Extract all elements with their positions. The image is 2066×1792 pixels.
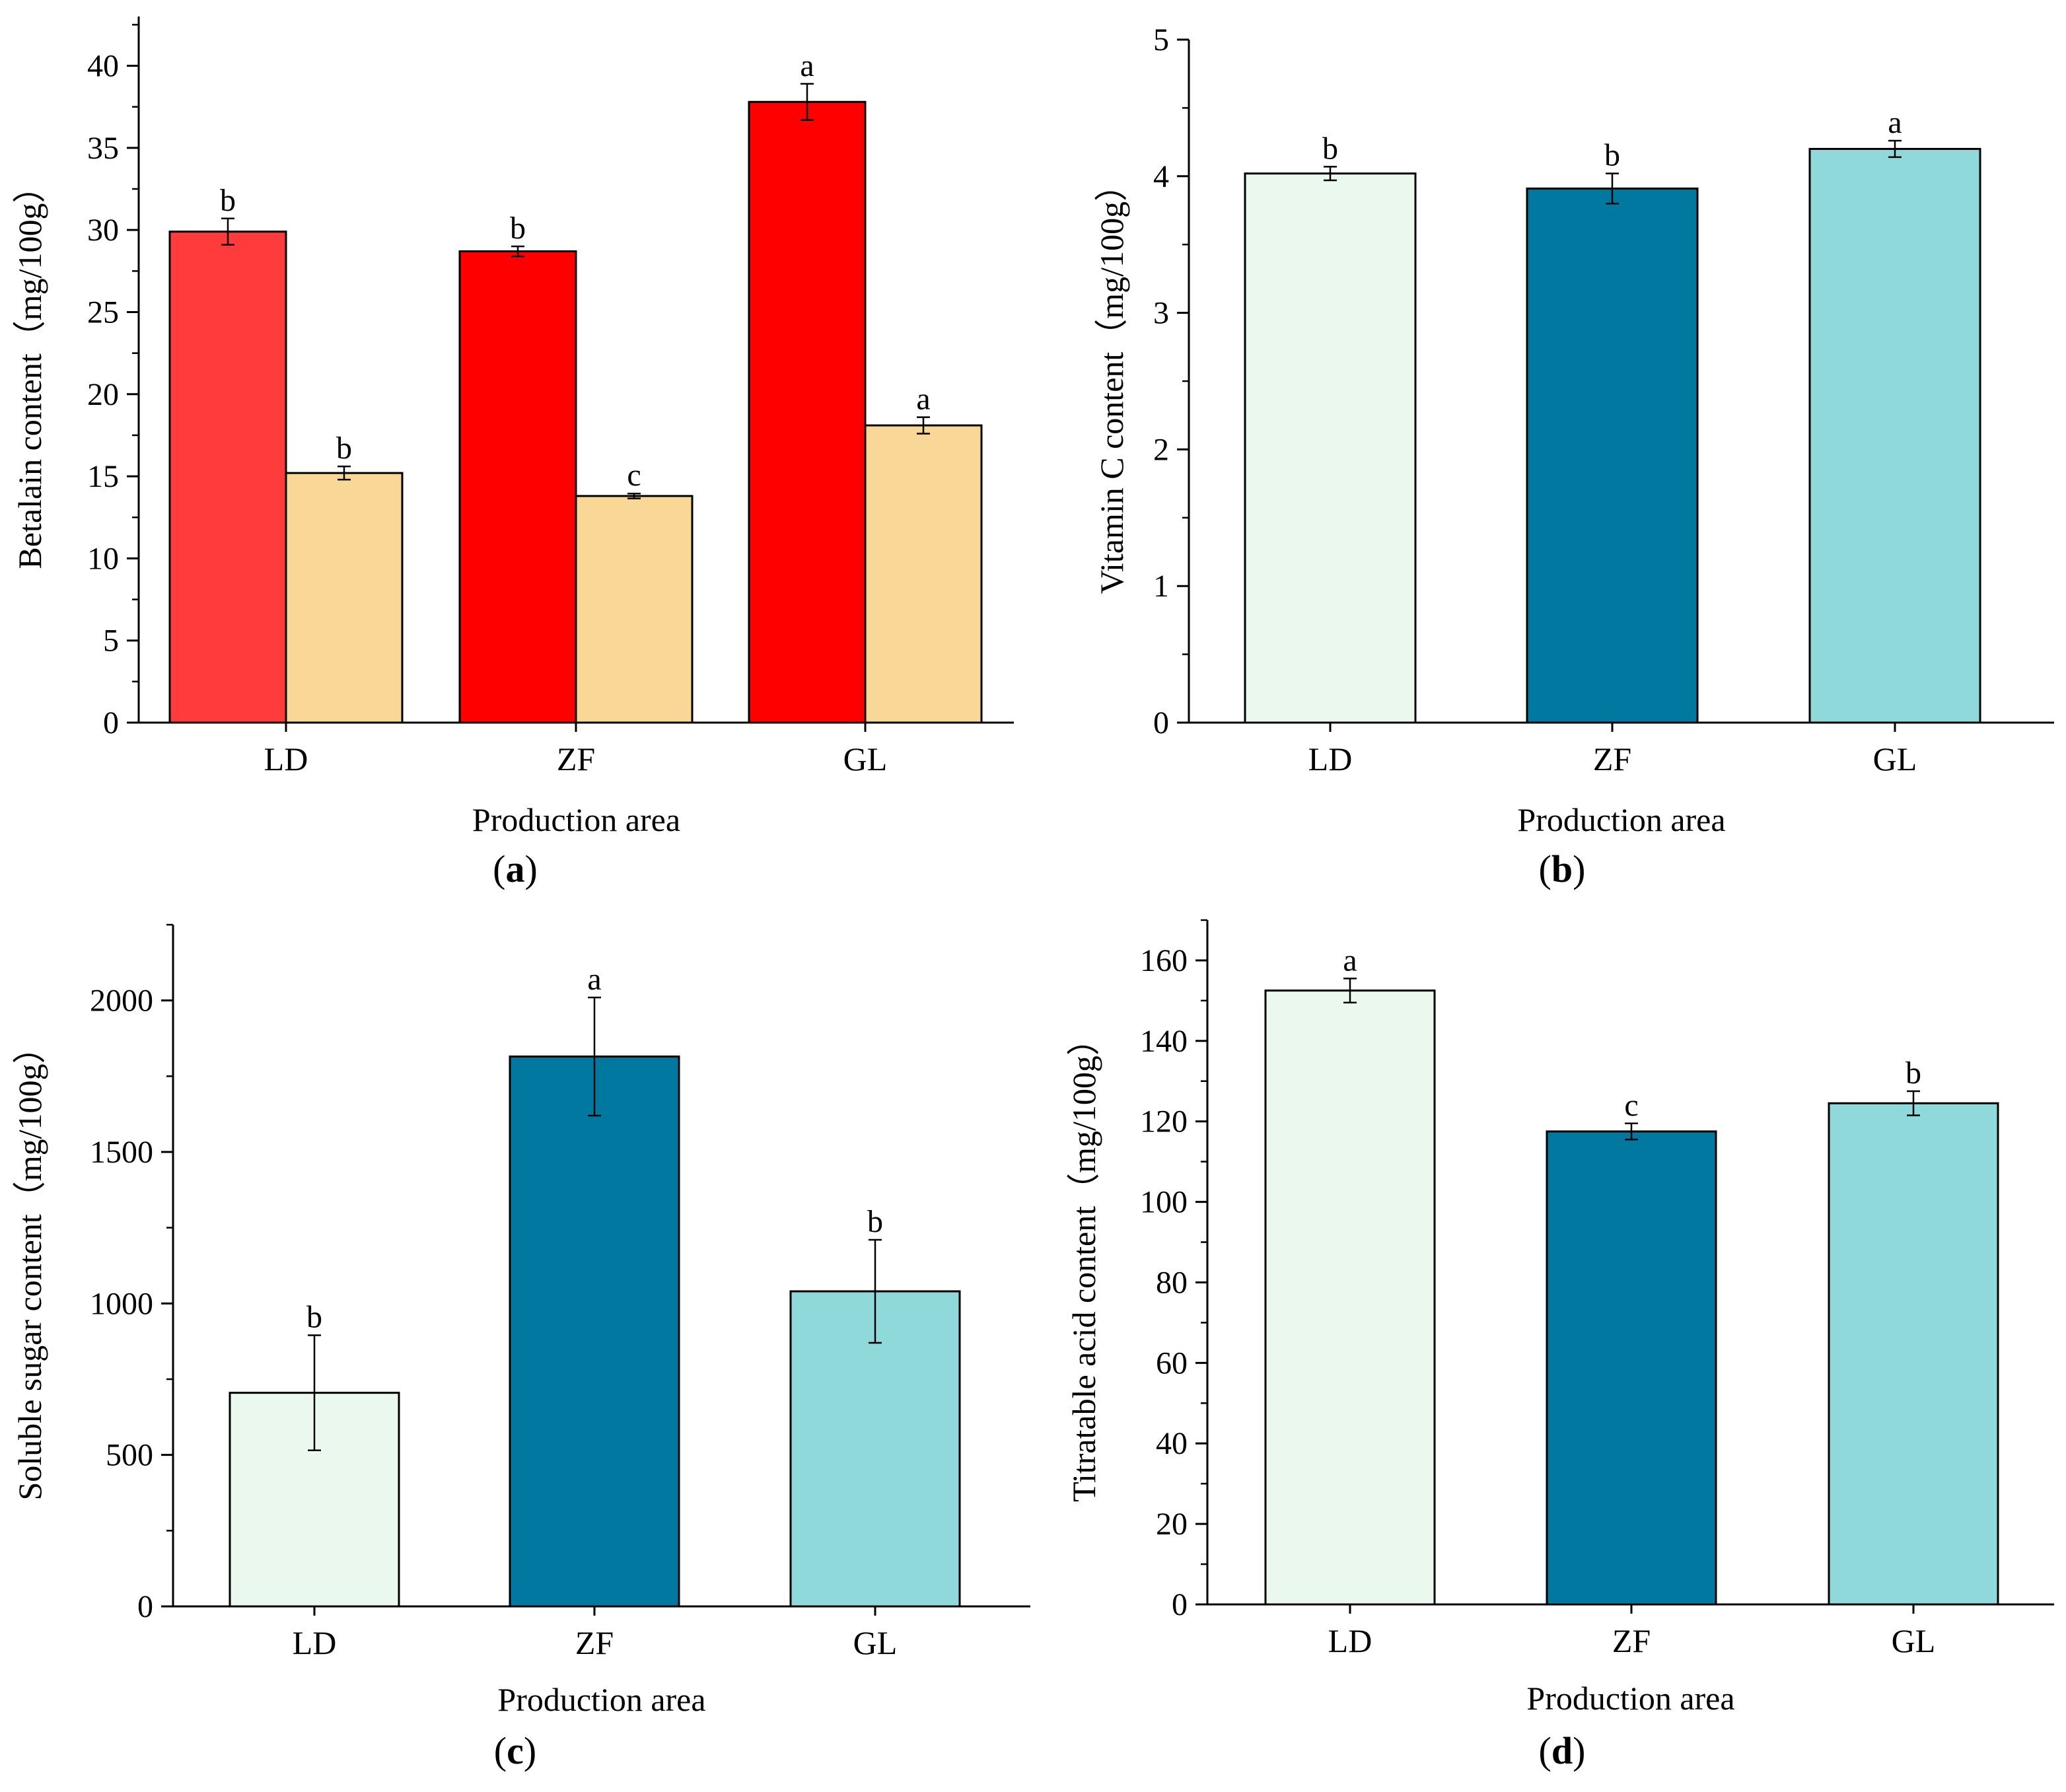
significance-letter-ld-series-1: a xyxy=(1343,943,1357,978)
bar-zf-series-1 xyxy=(458,250,577,724)
bar-ld-series-1 xyxy=(1244,172,1417,724)
y-tick-label: 1500 xyxy=(90,1135,153,1170)
bar-ld-series-2 xyxy=(285,472,404,724)
significance-letter-ld-series-1: b xyxy=(306,1299,322,1334)
y-tick-label: 5 xyxy=(103,624,119,659)
bar-zf-series-1 xyxy=(1546,1130,1717,1606)
y-axis-title: Betalain content（mg/100g） xyxy=(11,170,48,569)
bar-ld-series-1 xyxy=(1264,989,1436,1606)
y-tick-label: 100 xyxy=(1140,1185,1188,1220)
x-axis-title: Production area xyxy=(1517,801,1725,838)
panel-label: (c) xyxy=(494,1729,536,1772)
y-tick-label: 80 xyxy=(1156,1265,1188,1300)
y-axis-title: Titratable acid content（mg/100g） xyxy=(1065,1022,1102,1502)
chart-panel-a: b b LD b c ZF a a GL 0 5 10 15 20 25 30 35 40 Production a… xyxy=(11,17,1014,890)
significance-letter-zf-series-1: b xyxy=(1604,138,1620,173)
y-tick-label: 160 xyxy=(1140,943,1188,978)
y-tick-label: 20 xyxy=(1156,1507,1188,1542)
x-tick-label-gl: GL xyxy=(843,740,888,777)
panel-label: (a) xyxy=(493,847,538,890)
bar-zf-series-2 xyxy=(575,495,694,724)
significance-letter-gl-series-1: b xyxy=(867,1204,883,1239)
y-tick-label: 25 xyxy=(87,295,119,330)
panel-label-close-paren: ) xyxy=(525,847,538,890)
significance-letter-ld-series-1: b xyxy=(1322,131,1338,166)
y-tick-label: 2 xyxy=(1153,432,1169,467)
panel-label-open-paren: ( xyxy=(493,847,505,890)
significance-letter-zf-series-1: a xyxy=(587,962,601,997)
bar-gl-series-2 xyxy=(864,424,983,724)
x-tick-label-gl: GL xyxy=(1892,1622,1936,1659)
x-tick-label-zf: ZF xyxy=(1612,1622,1651,1659)
y-tick-label: 60 xyxy=(1156,1345,1188,1380)
x-tick-label-ld: LD xyxy=(264,740,308,777)
y-tick-label: 1 xyxy=(1153,569,1169,604)
bar-gl-series-1 xyxy=(1808,147,1981,724)
y-tick-label: 5 xyxy=(1153,22,1169,57)
y-tick-label: 0 xyxy=(1172,1587,1188,1622)
y-tick-label: 20 xyxy=(87,377,119,412)
x-axis-title: Production area xyxy=(1526,1680,1734,1717)
y-tick-label: 40 xyxy=(87,49,119,84)
panel-label: (d) xyxy=(1539,1729,1586,1772)
x-tick-label-ld: LD xyxy=(1308,740,1353,777)
y-tick-label: 0 xyxy=(137,1589,153,1624)
significance-letter-gl-series-2: a xyxy=(916,382,930,417)
y-tick-label: 0 xyxy=(103,705,119,740)
panel-label-letter: b xyxy=(1551,847,1573,890)
y-tick-label: 15 xyxy=(87,459,119,494)
bar-gl-series-1 xyxy=(748,100,867,724)
x-tick-label-gl: GL xyxy=(1873,740,1917,777)
panel-label-open-paren: ( xyxy=(1539,847,1551,890)
panel-label-open-paren: ( xyxy=(494,1729,507,1772)
x-tick-label-gl: GL xyxy=(853,1624,898,1661)
significance-letter-gl-series-1: a xyxy=(800,48,814,83)
panel-label-close-paren: ) xyxy=(1573,1729,1585,1772)
panel-label-letter: c xyxy=(507,1729,524,1772)
significance-letter-gl-series-1: b xyxy=(1906,1056,1921,1091)
bar-zf-series-1 xyxy=(509,1056,680,1608)
y-tick-label: 35 xyxy=(87,131,119,166)
bar-ld-series-1 xyxy=(168,231,287,724)
x-tick-label-zf: ZF xyxy=(557,740,595,777)
y-tick-label: 140 xyxy=(1140,1024,1188,1059)
y-tick-label: 2000 xyxy=(90,984,153,1019)
y-tick-label: 120 xyxy=(1140,1104,1188,1139)
chart-panel-c: b LD a ZF b GL 0 500 1000 1500 2000 Production area… xyxy=(11,923,1030,1772)
x-axis-title: Production area xyxy=(497,1681,705,1718)
y-tick-label: 30 xyxy=(87,213,119,248)
bar-zf-series-1 xyxy=(1526,187,1699,724)
y-axis-title: Soluble sugar content（mg/100g） xyxy=(11,1030,48,1500)
panel-label-close-paren: ) xyxy=(1573,847,1585,890)
y-tick-label: 4 xyxy=(1153,159,1169,194)
x-axis-title: Production area xyxy=(472,801,680,838)
x-tick-label-ld: LD xyxy=(1328,1622,1372,1659)
significance-letter-zf-series-1: b xyxy=(510,211,526,246)
y-tick-label: 1000 xyxy=(90,1286,153,1321)
significance-letter-zf-series-1: c xyxy=(1624,1088,1638,1123)
x-tick-label-ld: LD xyxy=(293,1624,337,1661)
panel-label: (b) xyxy=(1539,847,1586,890)
y-tick-label: 3 xyxy=(1153,296,1169,331)
significance-letter-zf-series-2: c xyxy=(627,458,641,493)
y-tick-label: 10 xyxy=(87,541,119,576)
significance-letter-ld-series-1: b xyxy=(220,183,236,218)
panel-label-open-paren: ( xyxy=(1539,1729,1551,1772)
bar-gl-series-1 xyxy=(789,1290,961,1608)
chart-panel-d: a LD c ZF b GL 0 20 40 60 80 100 120 140 160 Production… xyxy=(1065,919,2054,1772)
y-tick-label: 40 xyxy=(1156,1426,1188,1461)
x-tick-label-zf: ZF xyxy=(575,1624,614,1661)
x-tick-label-zf: ZF xyxy=(1593,740,1631,777)
panel-label-letter: a xyxy=(506,847,525,890)
y-tick-label: 500 xyxy=(106,1438,153,1473)
significance-letter-gl-series-1: a xyxy=(1888,105,1902,140)
panel-label-close-paren: ) xyxy=(524,1729,536,1772)
chart-panel-b: b LD b ZF a GL 0 1 2 3 4 5 Production area Vitamin C … xyxy=(1093,22,2054,890)
panel-label-letter: d xyxy=(1551,1729,1573,1772)
bar-gl-series-1 xyxy=(1828,1102,1999,1606)
y-axis-title: Vitamin C content（mg/100g） xyxy=(1093,168,1130,594)
significance-letter-ld-series-2: b xyxy=(336,431,352,466)
y-tick-label: 0 xyxy=(1153,705,1169,740)
